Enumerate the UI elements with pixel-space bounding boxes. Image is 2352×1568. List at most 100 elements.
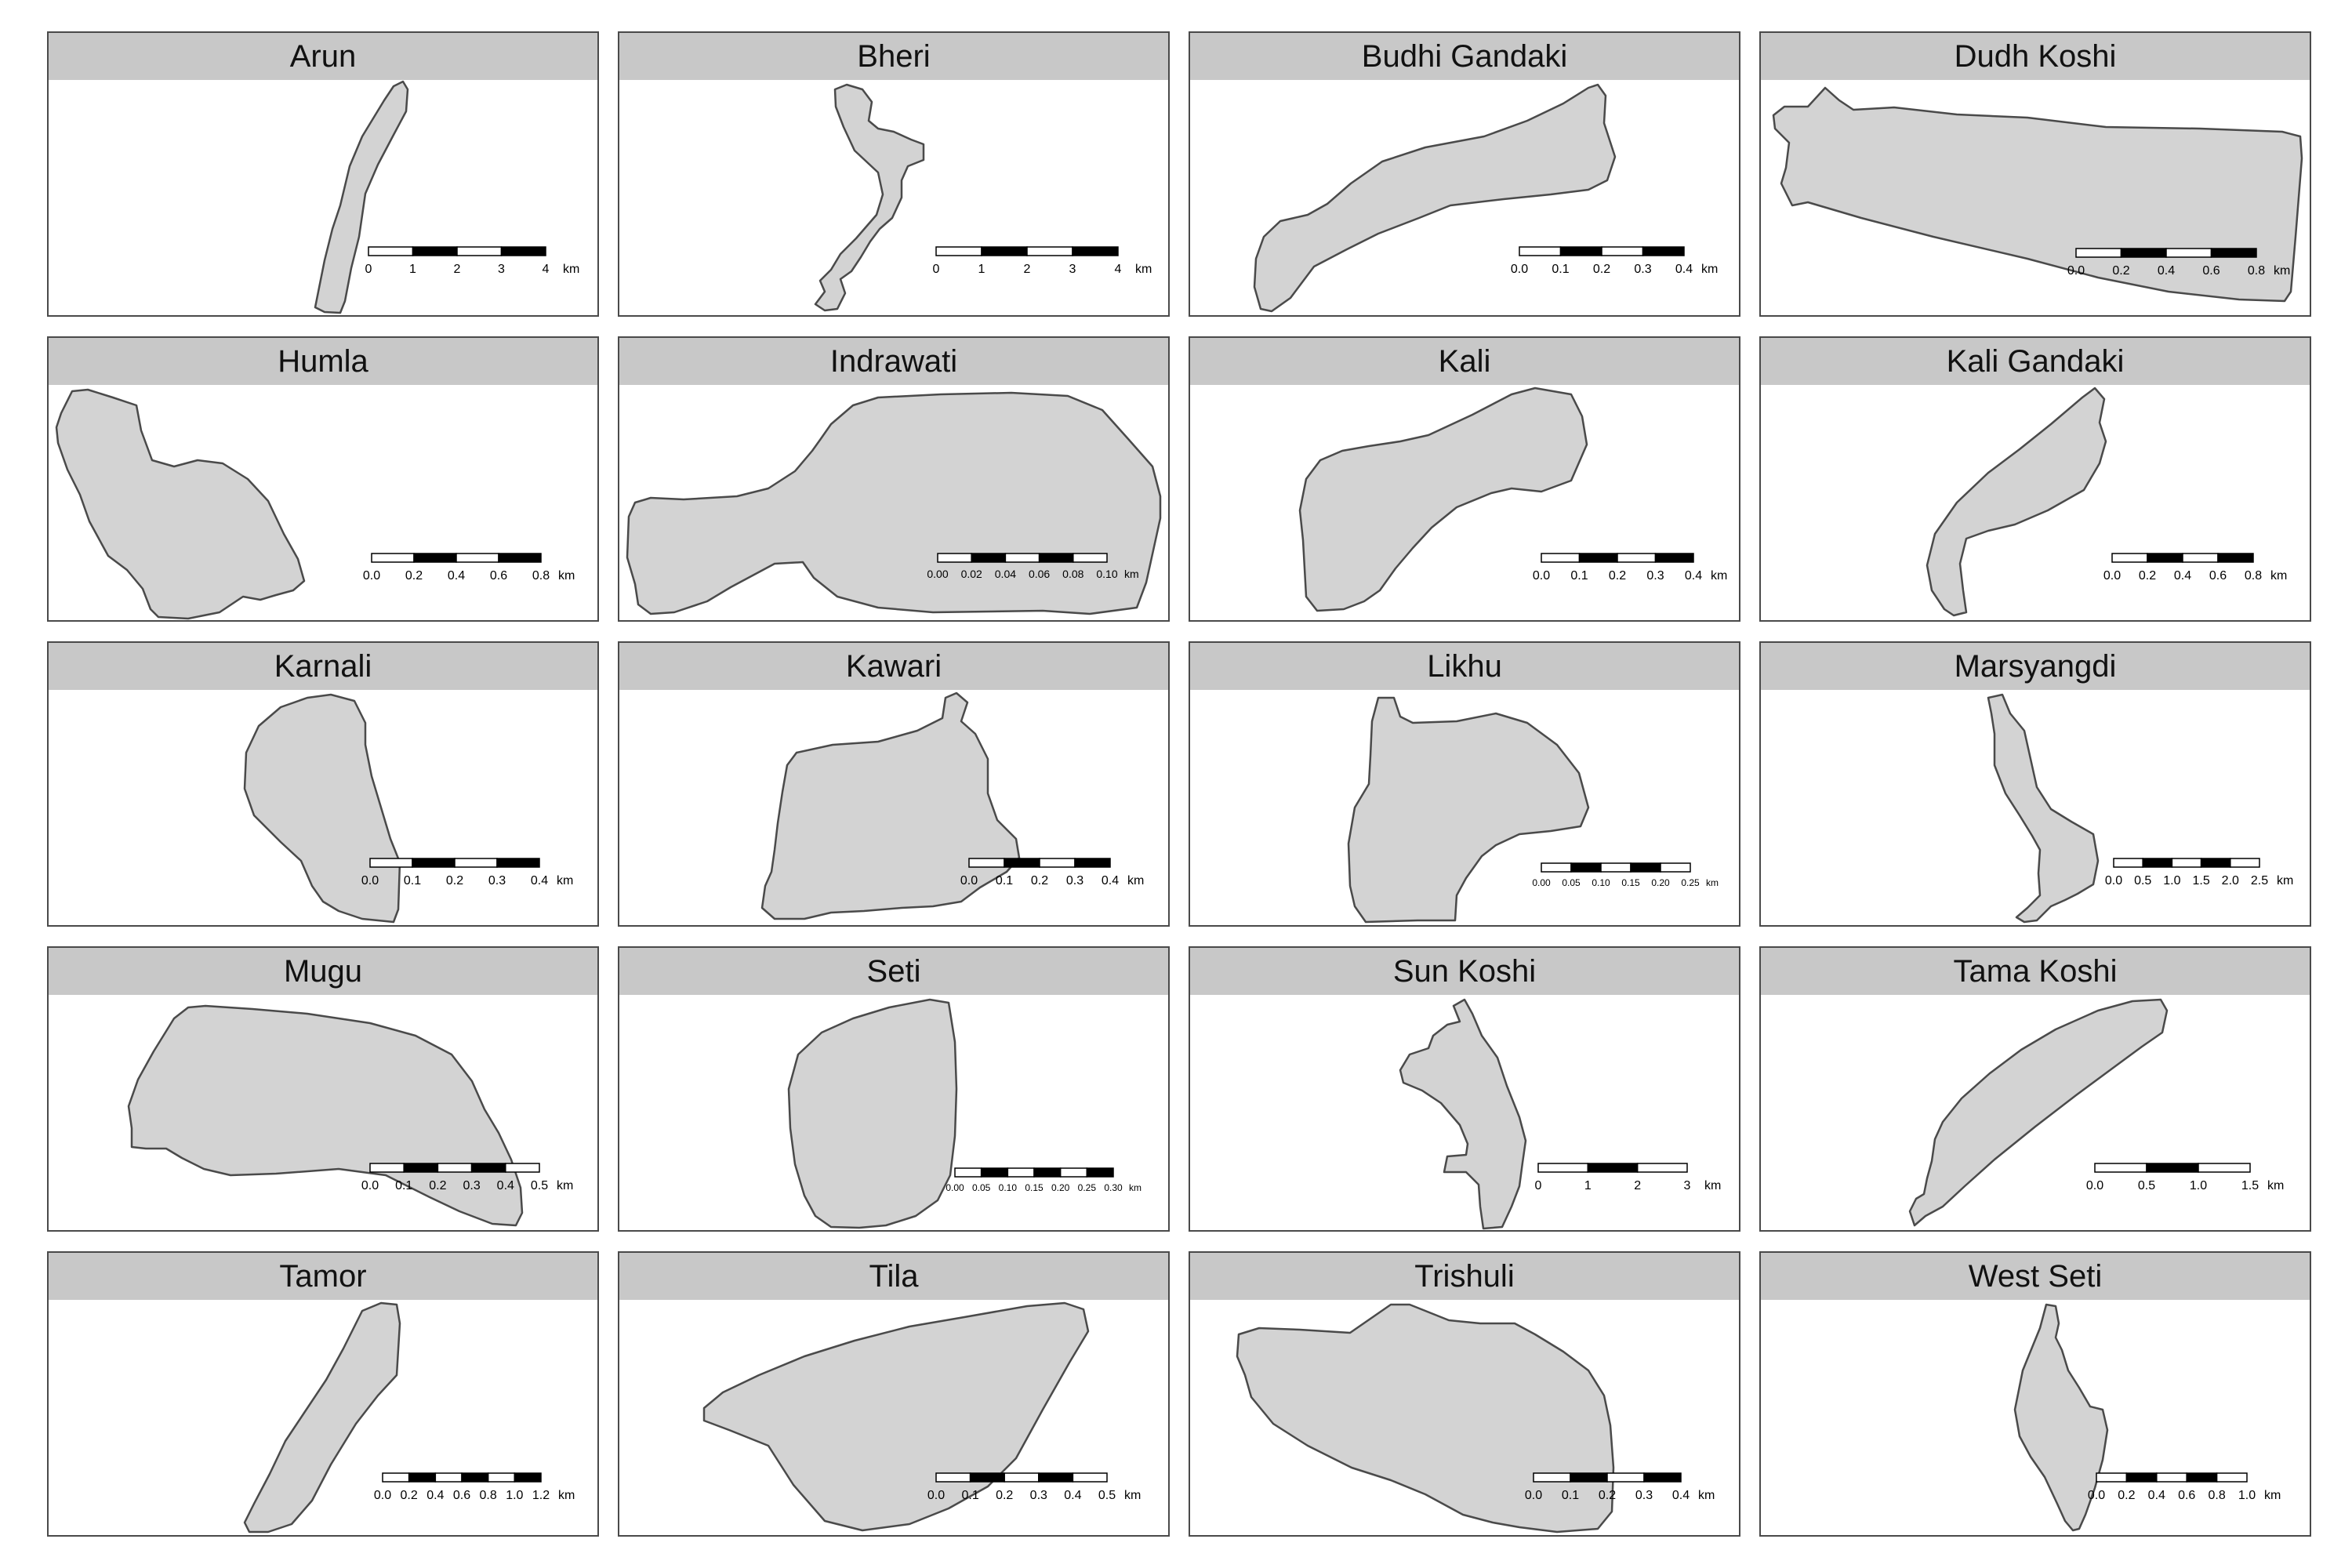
scale-bar-segment [2125,1472,2158,1483]
scale-unit-label: km [1701,263,1718,276]
scale-bar: 0.00 0.05 0.10 0.15 0.20 0.25 km [1532,862,1719,888]
scale-tick-label: 0.4 [426,1489,444,1502]
facet-panel-west-seti: West Seti 0.0 0.2 0.4 0.6 0.8 1.0 km [1759,1251,2311,1537]
facet-panel-likhu: Likhu 0.00 0.05 0.10 0.15 0.20 0.25 km [1189,641,1740,927]
scale-tick-label: 0.4 [497,1179,514,1192]
scale-tick-label: 0.6 [2202,264,2220,278]
scale-bar-segment [2111,553,2148,563]
scale-tick-label: 1 [1584,1179,1592,1192]
scale-unit-label: km [1129,1182,1142,1193]
lake-map: 0.0 0.2 0.4 0.6 0.8 1.0 1.2 km [243,1301,575,1534]
scale-bar-segment [412,858,456,868]
facet-title: Marsyangdi [1954,649,2117,684]
lake-polygon [243,693,401,924]
facet-title: Tila [869,1259,919,1294]
scale-bar: 0.0 0.1 0.2 0.3 0.4 0.5 km [361,1163,573,1192]
lake-map: 0.0 0.2 0.4 0.6 0.8 km [55,388,575,620]
scale-tick-label: 0.8 [2208,1489,2225,1502]
scale-tick-label: 0.4 [1102,874,1119,887]
scale-unit-label: km [2264,1489,2281,1502]
scale-tick-label: 0.0 [363,569,380,583]
scale-unit-label: km [1124,568,1139,580]
scale-tick-label: 1 [409,263,416,276]
facet-strip: Karnali [47,641,599,691]
facet-strip: Tila [618,1251,1170,1301]
map-area: 0 1 2 3 km [1189,995,1740,1232]
scale-bar-segment [369,858,413,868]
scale-bar-segment [2217,553,2254,563]
scale-bar-segment [2094,1163,2147,1173]
scale-bar-segment [514,1472,542,1483]
map-area: 0.0 0.1 0.2 0.3 0.4 km [1189,1300,1740,1537]
scale-bar-segment [1074,858,1111,868]
scale-tick-label: 0.0 [927,1489,945,1502]
facet-title: Kali [1438,344,1491,379]
scale-tick-label: 0.1 [1552,263,1569,276]
scale-bar-segment [2156,1472,2187,1483]
scale-bar-segment [2165,248,2212,258]
lake-polygon [1236,1303,1615,1534]
scale-tick-label: 0.0 [1533,569,1550,583]
facet-title: Trishuli [1414,1259,1515,1294]
scale-tick-label: 0.0 [2105,874,2122,887]
facet-title: Dudh Koshi [1954,39,2117,74]
facet-title: Tama Koshi [1953,954,2118,989]
map-area: 0.0 0.2 0.4 0.6 0.8 1.0 km [1759,1300,2311,1537]
scale-bar-segment [2147,553,2183,563]
scale-bar: 0.0 0.5 1.0 1.5 2.0 2.5 km [2105,858,2293,887]
facet-title: Tamor [279,1259,367,1294]
scale-tick-label: 0.8 [2248,264,2265,278]
scale-bar-segment [1086,1167,1114,1178]
scale-tick-label: 0.2 [1609,569,1626,583]
scale-unit-label: km [1127,874,1144,887]
scale-tick-label: 0.1 [404,874,421,887]
scale-bar-segment [2146,1163,2199,1173]
scale-bar: 0.0 0.1 0.2 0.3 0.4 km [960,858,1144,887]
facet-panel-humla: Humla 0.0 0.2 0.4 0.6 0.8 km [47,336,599,622]
facet-strip: Kali Gandaki [1759,336,2311,387]
scale-bar: 0.0 0.1 0.2 0.3 0.4 km [1533,553,1727,583]
lake-map: 0.0 0.5 1.0 1.5 km [1908,998,2284,1227]
scale-tick-label: 0.5 [2134,874,2151,887]
facet-strip: Sun Koshi [1189,946,1740,996]
scale-tick-label: 0.1 [395,1179,412,1192]
scale-bar: 0.0 0.2 0.4 0.6 0.8 km [363,553,575,583]
scale-tick-label: 0.0 [2067,264,2085,278]
lake-map: 0 1 2 3 4 km [814,83,1152,312]
facet-title: Indrawati [829,344,958,379]
scale-bar-segment [1570,862,1602,873]
scale-bar-segment [954,1167,982,1178]
scale-tick-label: 0.0 [1525,1489,1542,1502]
scale-bar-segment [2142,858,2173,868]
scale-bar-segment [2075,248,2122,258]
facet-strip: Tamor [47,1251,599,1301]
scale-tick-label: 4 [1115,263,1122,276]
scale-tick-label: 1.5 [2192,874,2209,887]
scale-bar-segment [470,1163,506,1173]
scale-tick-label: 0.6 [2209,569,2227,583]
scale-tick-label: 0.8 [2245,569,2262,583]
facet-strip: Likhu [1189,641,1740,691]
scale-tick-label: 0.05 [1562,877,1581,888]
scale-bar: 0.0 0.1 0.2 0.3 0.4 km [361,858,573,887]
scale-unit-label: km [2277,874,2293,887]
scale-tick-label: 0.1 [961,1489,978,1502]
scale-bar-segment [2216,1472,2248,1483]
lake-polygon [626,391,1162,615]
facet-title: Mugu [283,954,363,989]
lake-polygon [1987,693,2100,924]
lake-polygon [2013,1303,2109,1532]
lake-map: 0.0 0.1 0.2 0.3 0.4 km [243,693,573,924]
facet-panel-sun-koshi: Sun Koshi 0 1 2 3 km [1189,946,1740,1232]
facet-panel-kali-gandaki: Kali Gandaki 0.0 0.2 0.4 0.6 0.8 km [1759,336,2311,622]
scale-unit-label: km [1706,877,1719,888]
facet-title: Likhu [1427,649,1502,684]
scale-tick-label: 0.6 [490,569,507,583]
facet-strip: Seti [618,946,1170,996]
scale-unit-label: km [557,1179,573,1192]
scale-bar: 0.0 0.1 0.2 0.3 0.4 km [1525,1472,1715,1502]
scale-bar-segment [2230,858,2260,868]
scale-bar-segment [1606,1472,1645,1483]
facet-strip: Trishuli [1189,1251,1740,1301]
scale-tick-label: 1.2 [532,1489,550,1502]
